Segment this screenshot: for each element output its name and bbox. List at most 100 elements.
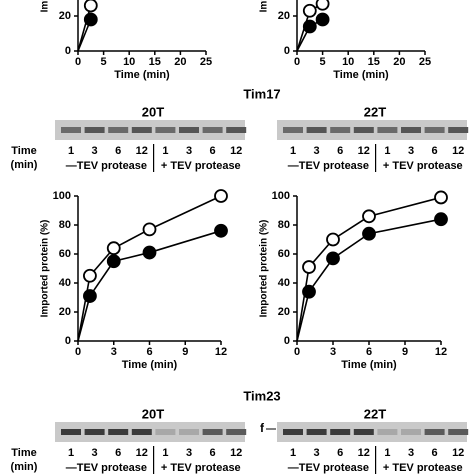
- data-point: [106, 241, 121, 256]
- x-tick-label: 6: [146, 346, 152, 358]
- origin-segment: [296, 266, 310, 342]
- lane-label: 1: [290, 447, 296, 459]
- lane-label: 1: [384, 447, 390, 459]
- data-point: [302, 260, 316, 274]
- data-point: [214, 189, 228, 203]
- gel-band: [448, 429, 469, 435]
- gel-band: [61, 127, 81, 133]
- x-tick-label: 5: [320, 56, 326, 68]
- x-tick-label: 12: [435, 346, 447, 358]
- group-label: + TEV protease: [161, 462, 241, 474]
- lane-label: 1: [68, 145, 74, 157]
- lane-label: 1: [68, 447, 74, 459]
- x-tick-label: 0: [294, 346, 300, 358]
- x-tick-label: 12: [215, 346, 227, 358]
- x-tick-label: 20: [174, 56, 186, 68]
- data-point: [142, 222, 157, 237]
- x-axis-label: Time (min): [114, 69, 170, 81]
- y-tick-label: 20: [59, 306, 71, 318]
- origin-segment: [77, 295, 91, 342]
- row-label: (min): [11, 159, 38, 171]
- y-tick-label: 100: [53, 190, 71, 202]
- gel-band: [306, 429, 327, 435]
- y-axis-label: Imported protein (%): [40, 0, 51, 12]
- data-point: [362, 226, 376, 241]
- gel-band: [401, 127, 421, 133]
- group-label: —TEV protease: [66, 462, 147, 474]
- x-axis-label: Time (min): [122, 359, 178, 371]
- x-tick-label: 25: [200, 56, 212, 68]
- y-tick-label: 100: [272, 190, 290, 202]
- lane-label: 6: [337, 447, 343, 459]
- lane-label: 3: [314, 447, 320, 459]
- x-axis-label: Time (min): [333, 69, 389, 81]
- origin-segment: [296, 10, 311, 52]
- data-point: [142, 245, 157, 260]
- gel-band: [353, 127, 374, 133]
- lane-label: 3: [314, 145, 320, 157]
- gel-band: [155, 127, 176, 133]
- data-point: [302, 19, 317, 34]
- gel-band: [61, 429, 81, 435]
- lane-label: 3: [186, 447, 192, 459]
- gel-band: [283, 127, 303, 133]
- data-point: [362, 209, 376, 224]
- lane-label: 12: [230, 447, 242, 459]
- x-tick-label: 3: [330, 346, 336, 358]
- x-tick-label: 9: [402, 346, 408, 358]
- row-label: (min): [11, 461, 38, 473]
- lane-label: 3: [186, 145, 192, 157]
- gel-label: 20T: [142, 104, 164, 119]
- gel-band: [330, 127, 351, 133]
- gel-label: 20T: [142, 406, 164, 421]
- y-axis-label: Imported protein (%): [259, 0, 270, 12]
- lane-label: 6: [337, 145, 343, 157]
- lane-label: 1: [162, 145, 168, 157]
- group-label: + TEV protease: [161, 160, 241, 172]
- gel-band: [448, 127, 469, 133]
- data-point: [302, 3, 317, 18]
- x-tick-label: 10: [342, 56, 354, 68]
- gel-band: [226, 127, 247, 133]
- y-tick-label: 0: [284, 335, 290, 347]
- lane-label: 1: [384, 145, 390, 157]
- group-label: —TEV protease: [288, 462, 369, 474]
- y-axis-label: Imported protein (%): [259, 220, 270, 318]
- group-label: + TEV protease: [383, 462, 463, 474]
- data-point: [106, 254, 121, 269]
- lane-label: 12: [452, 447, 464, 459]
- lane-label: 6: [432, 145, 438, 157]
- x-tick-label: 10: [123, 56, 135, 68]
- x-tick-label: 15: [149, 56, 161, 68]
- y-tick-label: 20: [278, 10, 290, 22]
- data-point: [83, 289, 97, 303]
- gel-band: [424, 429, 445, 435]
- group-label: —TEV protease: [66, 160, 147, 172]
- gel-band: [84, 127, 105, 133]
- lane-label: 12: [230, 145, 242, 157]
- group-label: + TEV protease: [383, 160, 463, 172]
- gel-band: [155, 429, 176, 435]
- lane-label: 1: [162, 447, 168, 459]
- gel-band: [179, 127, 199, 133]
- lane-label: 12: [358, 145, 370, 157]
- gel-band: [377, 429, 398, 435]
- gel-band: [179, 429, 199, 435]
- gel-band: [108, 127, 129, 133]
- x-tick-label: 5: [101, 56, 107, 68]
- gel-band: [84, 429, 105, 435]
- gel-label: 22T: [364, 406, 386, 421]
- data-point: [83, 0, 98, 13]
- origin-segment: [296, 291, 310, 342]
- gel-band: [283, 429, 303, 435]
- gel-band: [131, 127, 152, 133]
- y-tick-label: 40: [59, 277, 71, 289]
- gel-label: 22T: [364, 104, 386, 119]
- lane-label: 3: [408, 447, 414, 459]
- data-point: [326, 251, 340, 266]
- lane-label: 12: [136, 145, 148, 157]
- data-point: [315, 0, 330, 11]
- x-tick-label: 9: [182, 346, 188, 358]
- gel-band: [226, 429, 247, 435]
- lane-label: 6: [115, 447, 121, 459]
